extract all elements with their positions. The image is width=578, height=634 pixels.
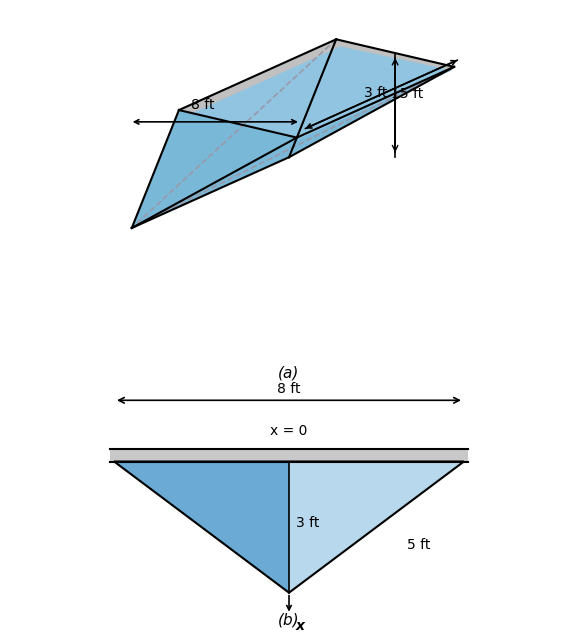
Polygon shape [132,110,297,228]
Polygon shape [114,462,289,593]
Polygon shape [289,462,464,593]
Text: (b): (b) [278,612,300,628]
Polygon shape [132,39,336,228]
Text: (a): (a) [279,366,299,381]
Polygon shape [110,450,468,462]
Polygon shape [132,67,454,228]
Text: 8 ft: 8 ft [277,382,301,396]
Text: x: x [295,619,305,633]
Polygon shape [179,39,454,138]
Text: 5 ft: 5 ft [407,538,431,552]
Text: 8 ft: 8 ft [191,98,214,112]
Text: x = 0: x = 0 [271,424,307,438]
Polygon shape [289,39,454,157]
Text: 15 ft: 15 ft [391,87,424,101]
Text: 3 ft: 3 ft [295,515,319,530]
Text: 3 ft: 3 ft [364,86,387,100]
Polygon shape [183,46,452,141]
